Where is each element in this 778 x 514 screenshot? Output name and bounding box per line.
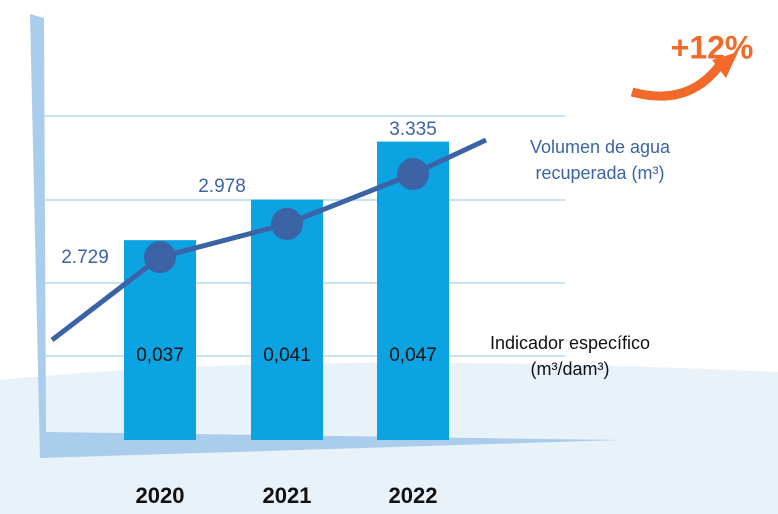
bar-value-label: 2.729 (61, 247, 109, 268)
x-tick-label: 2020 (136, 483, 185, 508)
legend-entry: Indicador específico (m³/dam³) (489, 333, 651, 379)
x-tick-label: 2021 (263, 483, 312, 508)
line-point (397, 158, 429, 191)
growth-arrow (630, 59, 726, 101)
line-point (144, 241, 176, 274)
arrow-head (712, 52, 738, 78)
indicator-label: 0,041 (263, 345, 311, 366)
bar-value-label: 3.335 (389, 119, 437, 140)
trend-extension (50, 255, 162, 342)
bar-value-label: 2.978 (198, 176, 246, 197)
bar (377, 141, 449, 440)
indicator-label: 0,037 (136, 345, 184, 366)
annotation: +12% (671, 29, 754, 65)
x-tick-label: 2022 (389, 483, 438, 508)
legend-entry: Volumen de agua recuperada (m³) (529, 137, 671, 183)
indicator-label: 0,047 (389, 345, 437, 366)
line-point (271, 207, 303, 240)
